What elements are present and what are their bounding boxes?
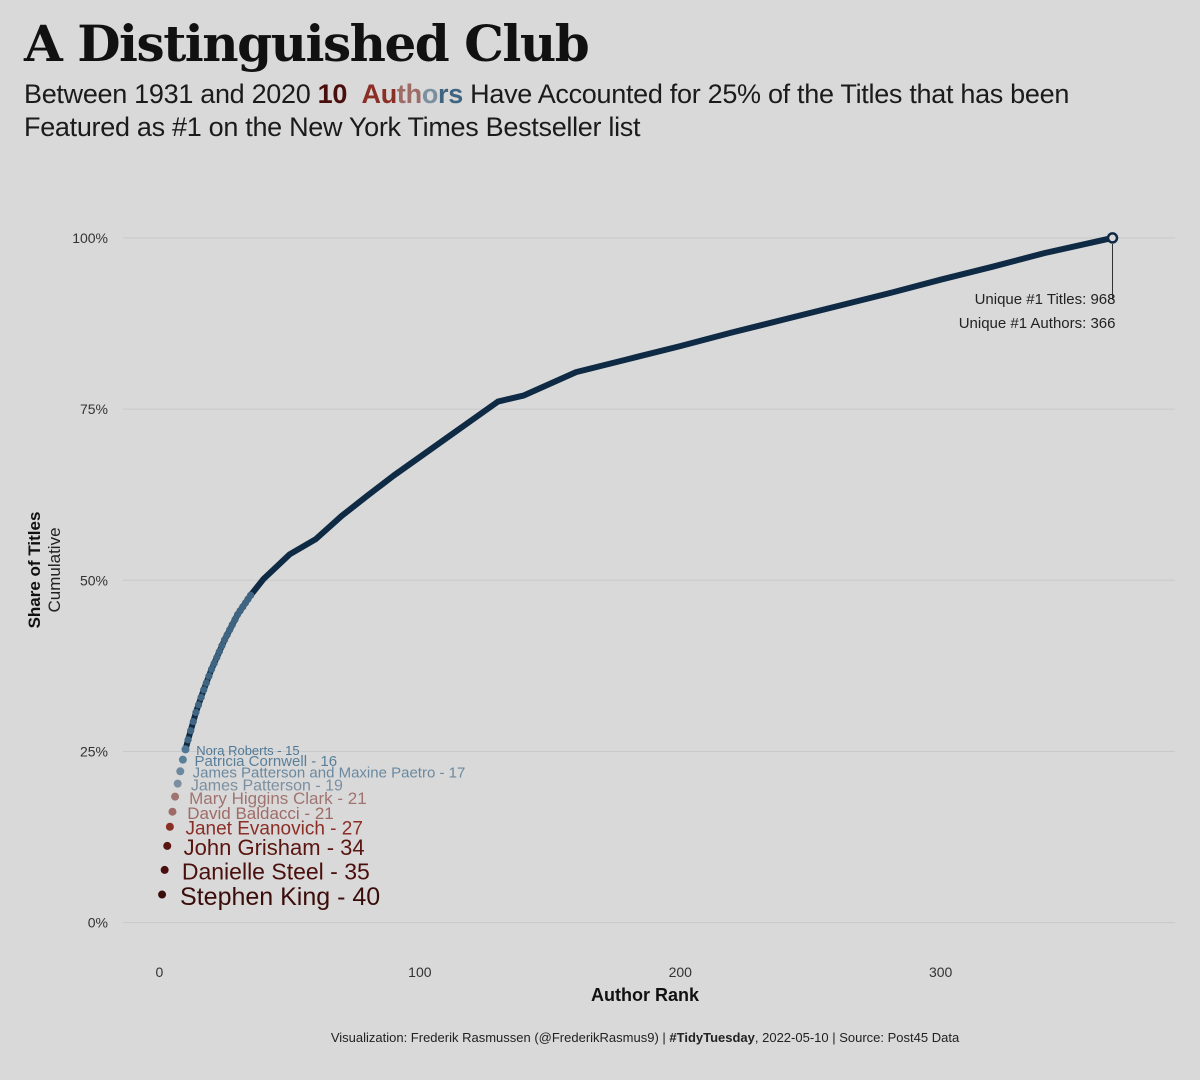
author-point	[160, 865, 169, 874]
subtitle-authors-part: rs	[438, 79, 463, 109]
series-point	[200, 686, 208, 694]
series-point	[189, 717, 197, 726]
page-subtitle: Between 1931 and 2020 10 Authors Have Ac…	[24, 78, 1154, 144]
subtitle-authors: Authors	[361, 79, 464, 109]
author-label: Stephen King - 40	[180, 883, 380, 911]
y-tick-label: 0%	[88, 915, 108, 931]
series-point	[210, 659, 218, 667]
end-annotation-titles: Unique #1 Titles: 968	[975, 291, 1116, 308]
series-point	[192, 708, 200, 717]
subtitle-authors-part: o	[421, 79, 439, 109]
end-point	[1106, 232, 1119, 244]
page-title: A Distinguished Club	[24, 14, 590, 73]
author-point	[158, 890, 167, 899]
x-tick-label: 100	[408, 964, 432, 980]
end-annotation-authors: Unique #1 Authors: 366	[959, 315, 1116, 332]
x-tick-label: 200	[669, 964, 693, 980]
series-point	[194, 701, 203, 709]
end-annotation-group: Unique #1 Titles: 968 Unique #1 Authors: …	[959, 232, 1119, 332]
series-point	[205, 672, 213, 680]
series-point	[187, 727, 195, 735]
caption: Visualization: Frederik Rasmussen (@Fred…	[0, 1030, 1200, 1045]
author-point	[165, 822, 174, 831]
x-axis-ticks: 0 100 200 300	[156, 964, 953, 980]
series-point	[197, 693, 205, 701]
author-point	[163, 841, 172, 850]
series-point	[184, 736, 192, 744]
author-point	[171, 792, 180, 801]
series-point	[202, 679, 210, 687]
author-point	[168, 807, 177, 816]
y-tick-label: 25%	[80, 743, 108, 759]
subtitle-part2: Have Accounted for 25% of the Titles tha…	[24, 79, 1070, 142]
y-axis-sublabel: Cumulative	[45, 527, 64, 612]
author-label: Patricia Cornwell - 16	[194, 753, 337, 770]
author-label: Janet Evanovich - 27	[185, 819, 362, 840]
x-tick-label: 300	[929, 964, 953, 980]
author-label: James Patterson and Maxine Paetro - 17	[193, 765, 466, 782]
x-axis-label: Author Rank	[591, 985, 700, 1005]
author-label: David Baldacci - 21	[187, 804, 333, 823]
author-point	[181, 745, 190, 754]
y-axis-ticks: 0% 25% 50% 75% 100%	[72, 230, 108, 931]
y-axis-label: Share of Titles	[25, 512, 44, 629]
author-label: John Grisham - 34	[184, 835, 365, 860]
caption-part1: Visualization: Frederik Rasmussen (@Fred…	[330, 1030, 670, 1045]
subtitle-number: 10	[317, 79, 348, 109]
y-tick-label: 100%	[72, 230, 108, 246]
y-tick-label: 75%	[80, 401, 108, 417]
author-point	[176, 767, 185, 776]
series-point	[246, 591, 255, 599]
subtitle-part1: Between 1931 and 2020	[24, 79, 318, 109]
author-label: James Patterson - 19	[191, 777, 343, 794]
series-point	[207, 665, 216, 673]
subtitle-authors-part: th	[396, 79, 422, 109]
series-point	[215, 648, 223, 656]
x-tick-label: 0	[156, 964, 164, 980]
caption-hashtag: #TidyTuesday	[669, 1030, 755, 1045]
series-points-group	[184, 591, 255, 744]
author-point	[178, 755, 187, 764]
subtitle-authors-part: Au	[361, 79, 398, 109]
author-point	[173, 779, 182, 788]
gridlines	[123, 237, 1175, 924]
series-point	[218, 642, 226, 650]
author-label: Mary Higgins Clark - 21	[189, 789, 367, 808]
series-point	[213, 653, 221, 662]
author-label: Nora Roberts - 15	[196, 743, 299, 758]
y-tick-label: 50%	[80, 572, 108, 588]
caption-part2: , 2022-05-10 | Source: Post45 Data	[754, 1030, 960, 1045]
author-label: Danielle Steel - 35	[182, 859, 370, 885]
